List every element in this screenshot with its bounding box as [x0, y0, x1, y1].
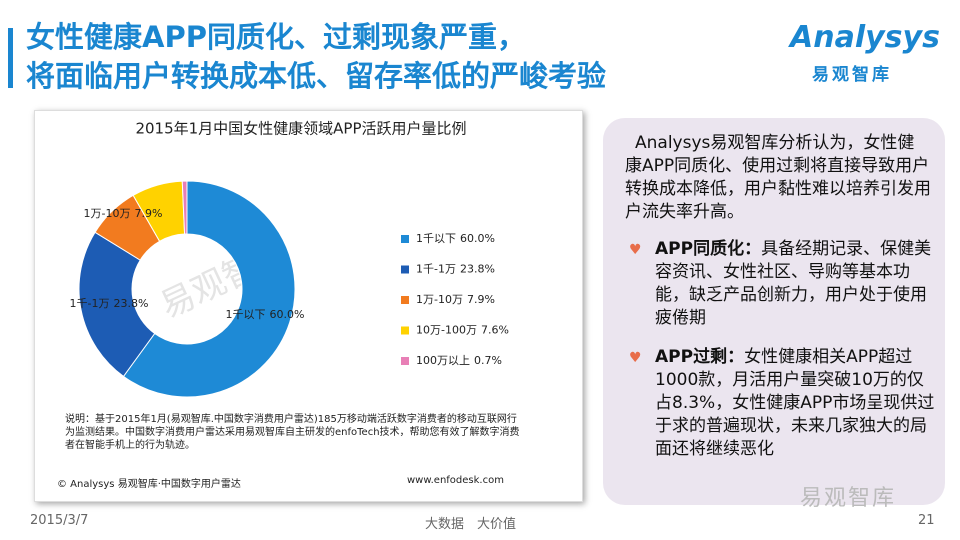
title-line: 将面临用户转换成本低、留存率低的严峻考验: [26, 59, 607, 93]
legend-swatch: [401, 357, 409, 365]
wechat-watermark: 易观智库: [800, 486, 897, 511]
title-bar: [8, 28, 13, 88]
website: www.enfodesk.com: [407, 475, 504, 486]
legend-value: 0.7%: [474, 354, 502, 367]
data-label-value: 60.0%: [270, 308, 305, 321]
bullet-text: 女性健康相关APP超过1000款，月活用户量突破10万的仅占8.3%，女性健康A…: [655, 347, 935, 459]
legend-label: 1千-1万 23.8%: [416, 263, 495, 276]
data-label-name: 1千-1万: [70, 297, 110, 310]
legend-label: 10万-100万 7.6%: [416, 324, 509, 337]
legend-name: 1万-10万: [416, 293, 463, 306]
data-label-name: 1千以下: [226, 308, 266, 321]
donut-slice: [122, 180, 296, 398]
donut-slice: [78, 231, 156, 378]
legend-value: 23.8%: [460, 263, 495, 276]
legend-swatch: [401, 265, 409, 274]
data-label-value: 23.8%: [114, 297, 149, 310]
legend-label: 100万以上 0.7%: [416, 354, 502, 367]
logo-cn: 易观智库: [812, 65, 892, 85]
bullet-term: APP同质化：: [655, 239, 762, 259]
chart-box: 2015年1月中国女性健康领域APP活跃用户量比例 易观智库 1千以下 60.0%…: [34, 110, 583, 502]
legend-name: 10万-100万: [416, 324, 477, 337]
legend-name: 1千-1万: [416, 263, 456, 276]
legend-name: 100万以上: [416, 354, 470, 367]
title: 女性健康APP同质化、过剩现象严重， 将面临用户转换成本低、留存率低的严峻考验: [26, 18, 606, 96]
data-label: 1千-1万 23.8%: [70, 297, 149, 310]
legend-swatch: [401, 296, 409, 304]
data-label-name: 1万-10万: [84, 207, 131, 220]
legend-value: 7.9%: [467, 293, 495, 306]
note: 说明：基于2015年1月(易观智库.中国数字消费用户雷达)185万移动端活跃数字…: [65, 414, 520, 451]
legend-label: 1万-10万 7.9%: [416, 293, 495, 306]
chart: 2015年1月中国女性健康领域APP活跃用户量比例 易观智库 1千以下 60.0%…: [70, 120, 509, 398]
bullet-text: 具备经期记录、保健美容资讯、女性社区、导购等基本功能，缺乏产品创新力，用户处于使…: [655, 239, 932, 328]
legend-label: 1千以下 60.0%: [416, 232, 495, 245]
logo: Analysys: [790, 20, 940, 55]
bullet: APP过剩：女性健康相关APP超过1000款，月活用户量突破10万的仅占8.3%…: [655, 346, 935, 461]
data-label: 1千以下 60.0%: [226, 308, 305, 321]
date: 2015/3/7: [30, 513, 89, 528]
title-line: 女性健康APP同质化、过剩现象严重，: [26, 20, 526, 54]
bullet-term: APP过剩：: [655, 347, 745, 367]
legend-swatch: [401, 235, 409, 243]
bullet-icon: ♥: [629, 242, 642, 258]
source: © Analysys 易观智库·中国数字用户雷达: [57, 479, 241, 490]
intro: Analysys易观智库分析认为，女性健康APP同质化、使用过剩将直接导致用户转…: [625, 133, 931, 222]
bullet: APP同质化：具备经期记录、保健美容资讯、女性社区、导购等基本功能，缺乏产品创新…: [655, 238, 935, 330]
chart-title: 2015年1月中国女性健康领域APP活跃用户量比例: [135, 120, 466, 138]
legend-name: 1千以下: [416, 232, 456, 245]
legend-value: 60.0%: [460, 232, 495, 245]
bullet-icon: ♥: [629, 350, 642, 366]
slogan: 大数据 大价值: [425, 517, 517, 532]
analysis-panel: Analysys易观智库分析认为，女性健康APP同质化、使用过剩将直接导致用户转…: [603, 118, 945, 505]
data-label-value: 7.9%: [135, 207, 163, 220]
legend-value: 7.6%: [481, 324, 509, 337]
legend-swatch: [401, 326, 409, 335]
donut-slice: [181, 180, 188, 235]
data-label: 1万-10万 7.9%: [84, 207, 163, 220]
page-number: 21: [918, 513, 935, 528]
